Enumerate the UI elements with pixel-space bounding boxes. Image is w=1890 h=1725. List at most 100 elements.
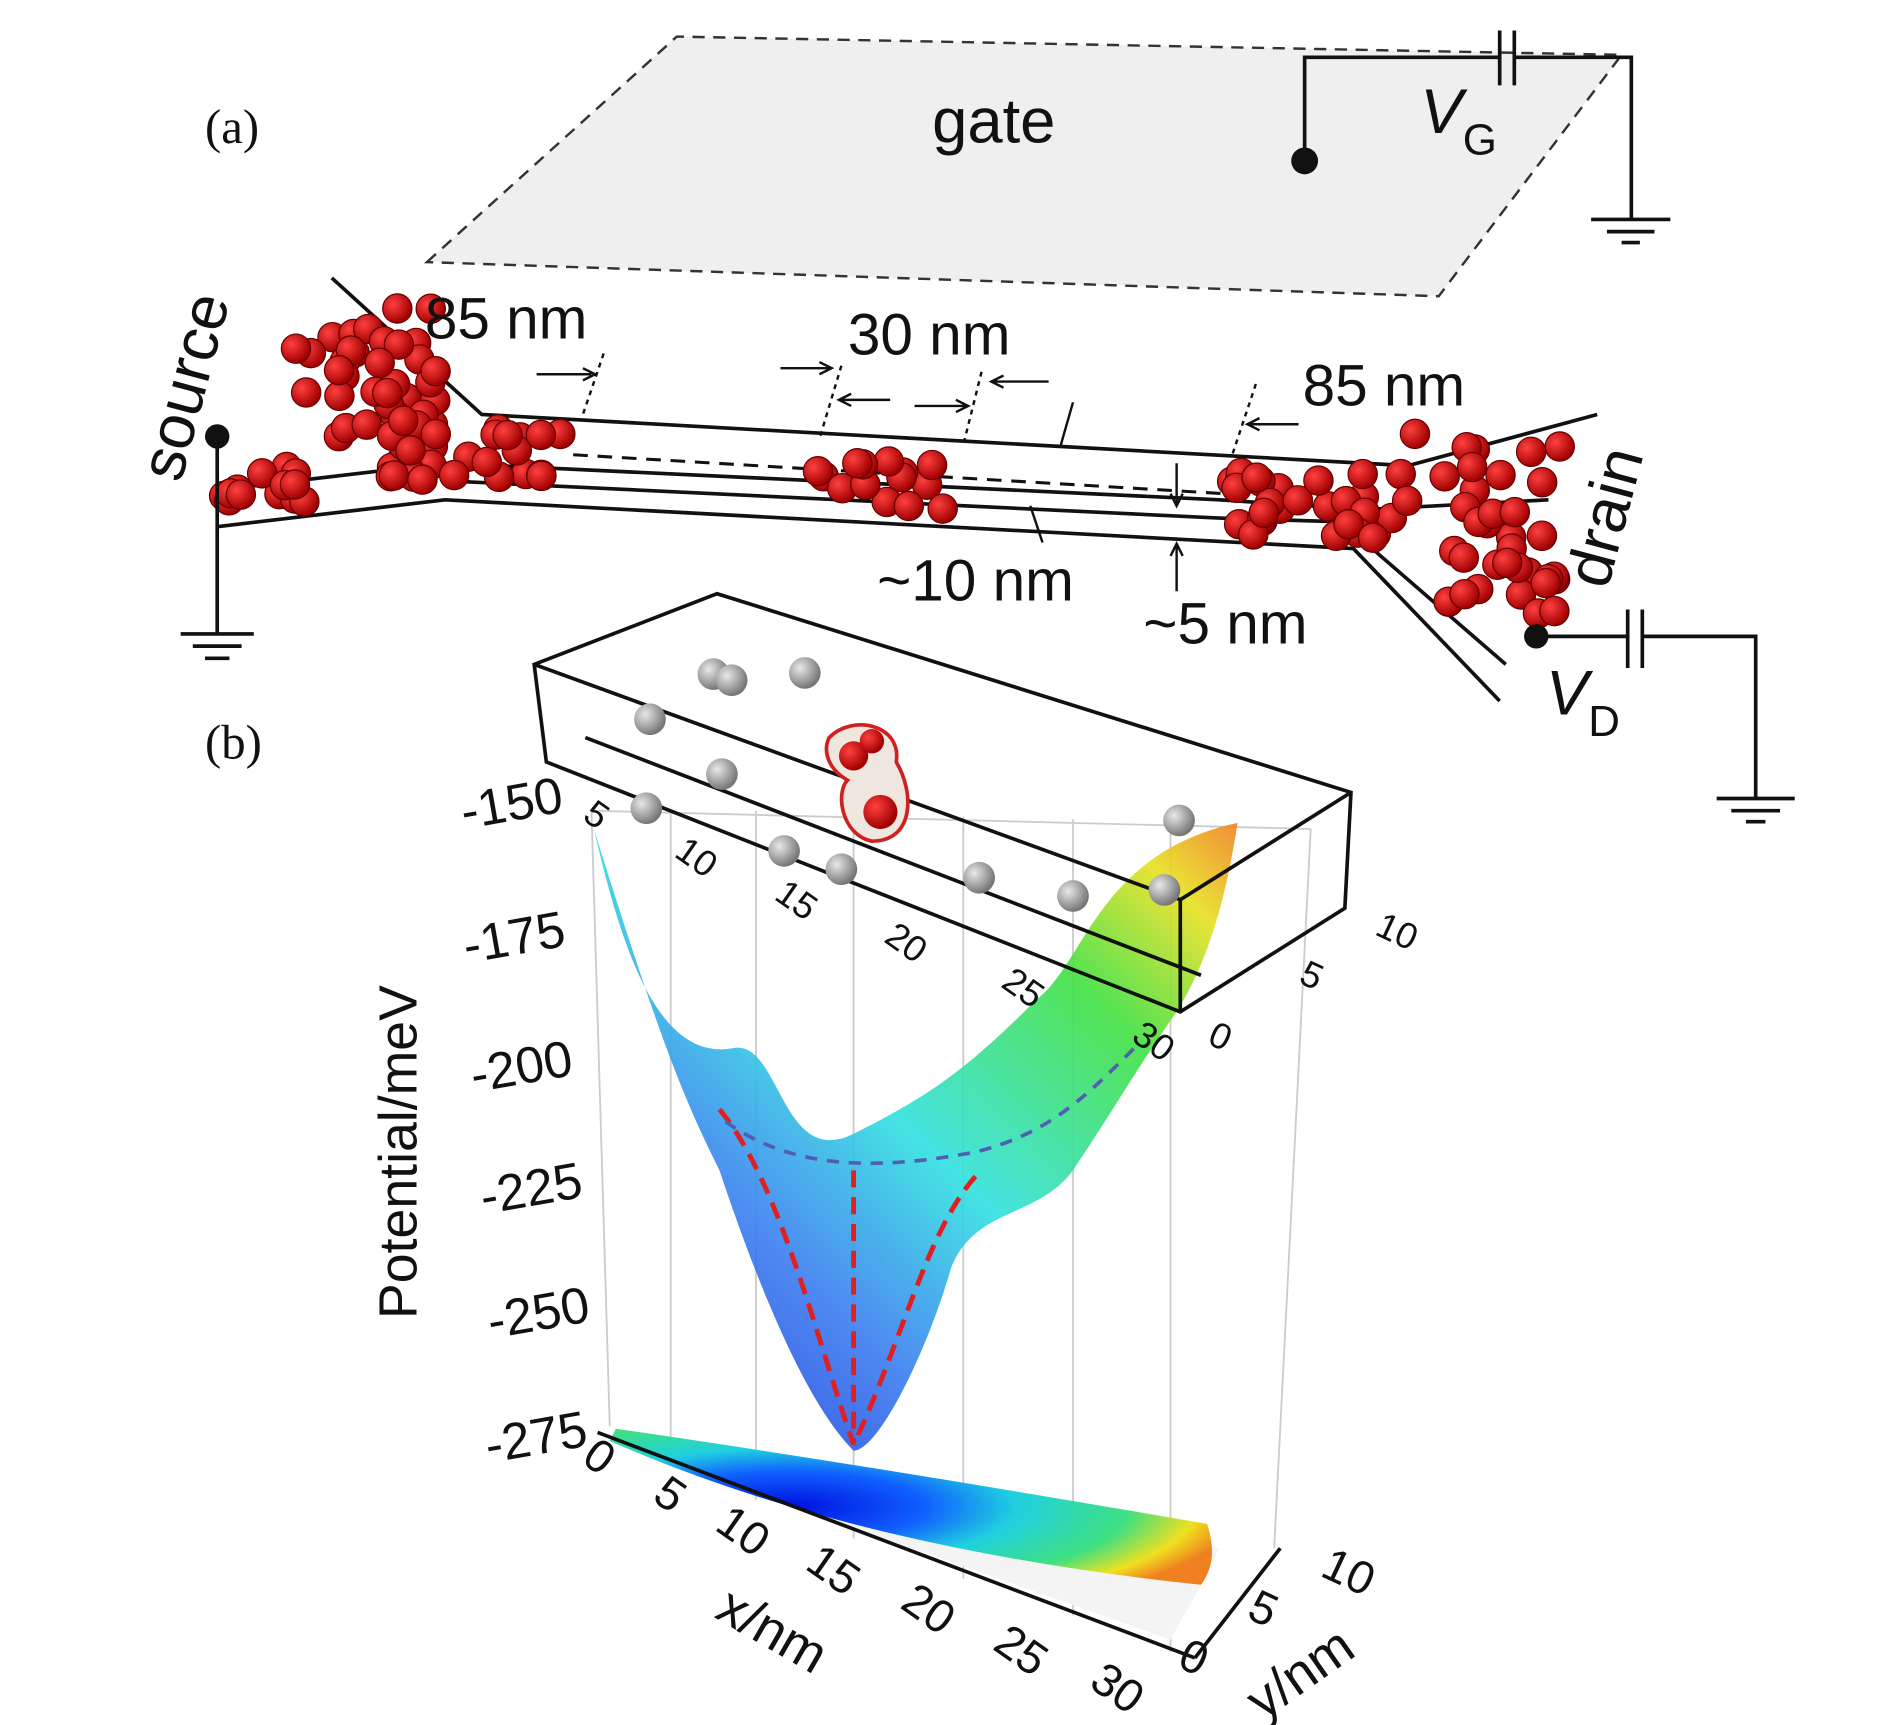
- x-axis-label: x/nm: [707, 1575, 838, 1685]
- gate-voltage: VG: [1420, 77, 1496, 165]
- y-tick-label: 0: [1171, 1628, 1216, 1686]
- dashed-profile: [724, 1047, 1136, 1166]
- atom: [1148, 874, 1181, 906]
- electron: [1391, 485, 1423, 516]
- electron: [371, 377, 403, 409]
- electrons: [208, 293, 1575, 629]
- electron: [1449, 578, 1480, 610]
- electron: [802, 455, 834, 487]
- dimension-arrows: [536, 353, 1299, 592]
- atom: [1163, 804, 1195, 837]
- electron: [1399, 418, 1431, 450]
- inset-tick-label: 5: [1294, 952, 1330, 998]
- electron: [859, 729, 885, 754]
- electron: [323, 355, 355, 386]
- electron: [1530, 567, 1562, 599]
- electron: [1248, 497, 1280, 529]
- electron: [1333, 509, 1364, 540]
- z-tick-label: -150: [456, 766, 567, 840]
- electron: [1347, 458, 1378, 490]
- electron: [1544, 431, 1575, 462]
- electron: [378, 460, 410, 491]
- electron: [1539, 595, 1570, 627]
- electron: [279, 469, 311, 500]
- x-tick-label: 15: [798, 1533, 870, 1605]
- electron: [420, 418, 452, 450]
- electron: [364, 347, 395, 379]
- dimension-label: ~5 nm: [1143, 591, 1307, 656]
- electron: [351, 409, 382, 440]
- inset-tick-label: 10: [668, 829, 725, 886]
- electron: [471, 446, 503, 478]
- electron: [324, 380, 355, 412]
- x-tick-label: 5: [645, 1465, 696, 1522]
- dimension-label: 85 nm: [1303, 354, 1466, 419]
- x-tick-label: 25: [986, 1614, 1058, 1686]
- inset-box: [532, 591, 1353, 1014]
- panel-label: (a): [205, 100, 259, 154]
- electron: [290, 377, 322, 408]
- electron: [1241, 462, 1272, 493]
- electron: [383, 329, 415, 360]
- dimension-label: ~10 nm: [877, 549, 1074, 614]
- potential-surface: [593, 822, 1238, 1451]
- electron: [916, 449, 948, 481]
- atom: [706, 758, 738, 790]
- electron: [225, 479, 257, 510]
- gate-label: gate: [932, 86, 1055, 156]
- electron: [1303, 465, 1334, 496]
- electron: [842, 447, 873, 479]
- electron: [388, 405, 419, 436]
- electron: [1492, 547, 1523, 579]
- electron: [382, 293, 413, 324]
- electron: [395, 435, 426, 466]
- heatmap: [609, 1428, 1212, 1585]
- y-tick-label: 10: [1315, 1537, 1384, 1606]
- electron: [1526, 467, 1558, 498]
- electron: [1448, 542, 1480, 573]
- drain-label: drain: [1553, 440, 1657, 594]
- electron: [420, 355, 451, 387]
- dashed-profile: [717, 1107, 978, 1446]
- x-tick-label: 30: [1082, 1652, 1154, 1724]
- electron: [1526, 520, 1558, 552]
- electron: [1385, 458, 1416, 490]
- x-tick-label: 20: [893, 1572, 965, 1644]
- z-tick-label: -200: [466, 1029, 577, 1103]
- electron: [438, 459, 470, 491]
- electron: [873, 446, 905, 477]
- z-axis-label: Potential/meV: [369, 985, 429, 1319]
- electron: [1515, 436, 1547, 468]
- dimension-label: 30 nm: [848, 302, 1011, 367]
- z-tick-label: -275: [481, 1400, 592, 1474]
- source-label: source: [127, 286, 244, 488]
- dimension-label: 85 nm: [425, 287, 588, 352]
- inset-tick-label: 5: [577, 792, 617, 837]
- atom: [963, 861, 995, 894]
- inset-tick-label: 20: [878, 914, 935, 971]
- drain-voltage: VD: [1546, 658, 1620, 746]
- electron: [526, 460, 557, 492]
- electron: [1499, 496, 1531, 528]
- terminal: [1524, 624, 1549, 649]
- atom: [715, 664, 748, 697]
- atom: [788, 657, 821, 689]
- electron: [415, 293, 446, 324]
- z-tick-label: -250: [483, 1276, 594, 1350]
- terminal: [205, 424, 230, 449]
- electron: [1485, 459, 1516, 491]
- atom: [768, 835, 800, 867]
- x-tick-label: 10: [708, 1494, 780, 1566]
- electron: [525, 419, 557, 451]
- inset-tick-label: 0: [1203, 1013, 1239, 1059]
- electron: [280, 333, 312, 364]
- z-tick-label: -175: [459, 900, 570, 974]
- electron: [838, 741, 869, 771]
- source-circuit: [180, 436, 254, 661]
- atom: [825, 853, 858, 886]
- atom: [634, 703, 666, 736]
- drain-circuit: [1536, 609, 1795, 824]
- electron: [863, 794, 898, 829]
- inset-tick-label: 15: [768, 871, 825, 928]
